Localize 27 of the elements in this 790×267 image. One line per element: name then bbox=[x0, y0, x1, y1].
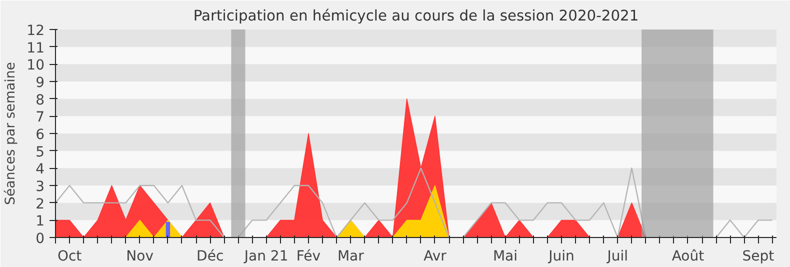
x-tick-label: Déc bbox=[196, 248, 224, 264]
x-tick-label: Oct bbox=[57, 248, 82, 264]
y-tick-label: 4 bbox=[36, 162, 45, 178]
y-tick-label: 5 bbox=[36, 144, 45, 160]
x-tick-label: Jan 21 bbox=[243, 248, 288, 264]
x-tick-label: Sept bbox=[742, 248, 775, 264]
y-tick-label: 1 bbox=[36, 214, 45, 230]
y-tick-label: 8 bbox=[36, 92, 45, 108]
y-tick-label: 7 bbox=[36, 110, 45, 126]
y-tick-label: 10 bbox=[26, 58, 45, 74]
y-tick-label: 0 bbox=[36, 231, 45, 247]
y-tick-label: 6 bbox=[36, 127, 45, 143]
x-tick-label: Mai bbox=[492, 248, 518, 264]
x-tick-label: Mar bbox=[337, 248, 364, 264]
x-tick-label: Avr bbox=[424, 248, 447, 264]
y-tick-label: 12 bbox=[26, 23, 45, 39]
x-tick-label: Fév bbox=[296, 248, 321, 264]
y-tick-label: 2 bbox=[36, 196, 45, 212]
y-tick-label: 3 bbox=[36, 179, 45, 195]
x-tick-label: Juin bbox=[548, 248, 574, 264]
chart-title: Participation en hémicycle au cours de la session 2020-2021 bbox=[193, 8, 639, 24]
y-tick-label: 9 bbox=[36, 75, 45, 91]
y-tick-label: 11 bbox=[26, 40, 45, 56]
y-axis-title: Séances par semaine bbox=[4, 62, 19, 205]
x-tick-label: Nov bbox=[126, 248, 154, 264]
x-tick-label: Août bbox=[672, 248, 705, 264]
x-tick-label: Juil bbox=[606, 248, 628, 264]
